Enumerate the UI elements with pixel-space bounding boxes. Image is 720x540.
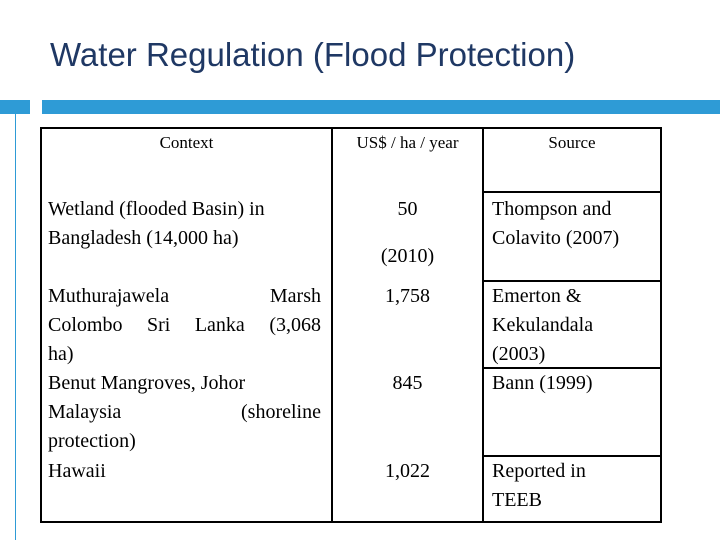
table-border-left [40,127,42,523]
table-cell-source: Bann (1999) [492,372,593,394]
table-cell-context: Wetland (flooded Basin) in Bangladesh (1… [48,198,265,249]
accent-square [0,100,30,114]
context-line: Colombo Sri Lanka (3,068 [48,314,321,336]
table-cell-context: Muthurajawela Marsh Colombo Sri Lanka (3… [48,282,321,369]
header-context: Context [159,133,214,152]
table-divider-context [331,127,333,523]
context-line: ha) [48,343,74,365]
table-row-divider [482,367,662,369]
table-cell-context: Hawaii [48,460,106,482]
context-line: Muthurajawela [48,285,170,307]
table-cell-source: Thompson and Colavito (2007) [492,198,620,249]
table-divider-value [482,127,484,523]
header-value: US$ / ha / year [356,133,459,152]
context-line: protection) [48,430,136,452]
context-line: Benut Mangroves, Johor [48,372,246,394]
table-cell-source: Reported in TEEB [492,460,586,511]
context-line: (shoreline [241,401,321,423]
table-cell-value: 1,758 [385,285,430,307]
context-line: Marsh [269,285,321,307]
table-cell-context: Benut Mangroves, Johor Malaysia (shoreli… [48,369,321,456]
table-cell-source: Emerton & Kekulandala (2003) [492,285,594,365]
table-cell-value: 50 [397,198,418,220]
sidebar-line [15,114,16,540]
data-table: Context US$ / ha / year Source Wetland (… [40,127,662,523]
context-line: Malaysia [48,401,122,423]
table-cell-value: 1,022 [385,460,430,482]
table-border-right [660,127,662,523]
header-source: Source [548,133,596,152]
table-row-divider [482,455,662,457]
table-cell-value-note: (2010) [380,245,435,267]
table-border-top [40,127,662,129]
table-border-bottom [40,521,662,523]
accent-bar [42,100,720,114]
table-row-divider [482,280,662,282]
slide-title: Water Regulation (Flood Protection) [50,36,576,73]
table-header-divider [482,191,662,193]
table-cell-value: 845 [392,372,423,394]
